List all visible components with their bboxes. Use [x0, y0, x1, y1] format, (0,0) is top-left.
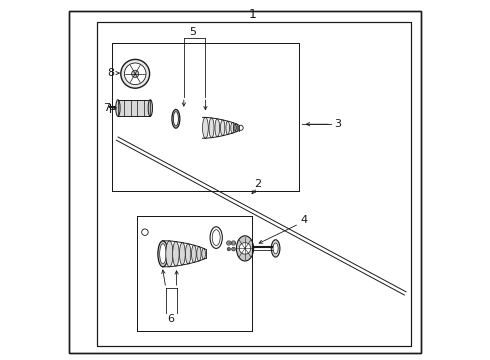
Ellipse shape — [212, 230, 220, 246]
Ellipse shape — [271, 240, 280, 257]
Ellipse shape — [185, 244, 191, 264]
Ellipse shape — [231, 122, 234, 133]
Circle shape — [239, 243, 251, 254]
Bar — [118, 100, 150, 116]
Ellipse shape — [179, 243, 185, 265]
Ellipse shape — [232, 247, 235, 251]
Ellipse shape — [148, 100, 152, 116]
Circle shape — [142, 229, 148, 235]
Ellipse shape — [233, 242, 234, 244]
Ellipse shape — [236, 236, 254, 261]
Ellipse shape — [172, 109, 180, 128]
Bar — [137, 216, 252, 331]
Text: 5: 5 — [189, 27, 196, 37]
Ellipse shape — [228, 248, 229, 250]
Ellipse shape — [209, 118, 214, 138]
Ellipse shape — [116, 100, 120, 116]
Ellipse shape — [197, 247, 201, 261]
Ellipse shape — [227, 241, 231, 245]
Text: 2: 2 — [254, 179, 261, 189]
Ellipse shape — [215, 119, 220, 137]
Text: 1: 1 — [248, 8, 256, 21]
Circle shape — [121, 59, 149, 88]
Ellipse shape — [158, 241, 168, 267]
Ellipse shape — [166, 241, 173, 267]
Text: 8: 8 — [107, 68, 115, 78]
Bar — [98, 22, 411, 346]
Ellipse shape — [220, 120, 225, 136]
Bar — [112, 43, 299, 191]
Circle shape — [132, 70, 139, 77]
Ellipse shape — [192, 245, 196, 262]
Bar — [112, 43, 299, 191]
Circle shape — [124, 63, 146, 85]
Text: 3: 3 — [334, 119, 341, 129]
Text: 7: 7 — [103, 103, 110, 113]
Ellipse shape — [227, 248, 230, 251]
Ellipse shape — [231, 241, 236, 245]
Ellipse shape — [226, 121, 229, 134]
Ellipse shape — [233, 248, 234, 250]
Bar — [98, 22, 411, 346]
Ellipse shape — [160, 244, 166, 264]
Bar — [137, 216, 252, 331]
Ellipse shape — [202, 117, 208, 138]
Text: 4: 4 — [301, 215, 308, 225]
Ellipse shape — [235, 124, 238, 132]
Ellipse shape — [273, 243, 278, 254]
Ellipse shape — [173, 112, 178, 126]
Circle shape — [238, 125, 243, 130]
Ellipse shape — [172, 242, 179, 266]
Ellipse shape — [228, 242, 230, 244]
Text: 6: 6 — [168, 314, 175, 324]
Ellipse shape — [202, 248, 205, 259]
Ellipse shape — [210, 227, 222, 248]
